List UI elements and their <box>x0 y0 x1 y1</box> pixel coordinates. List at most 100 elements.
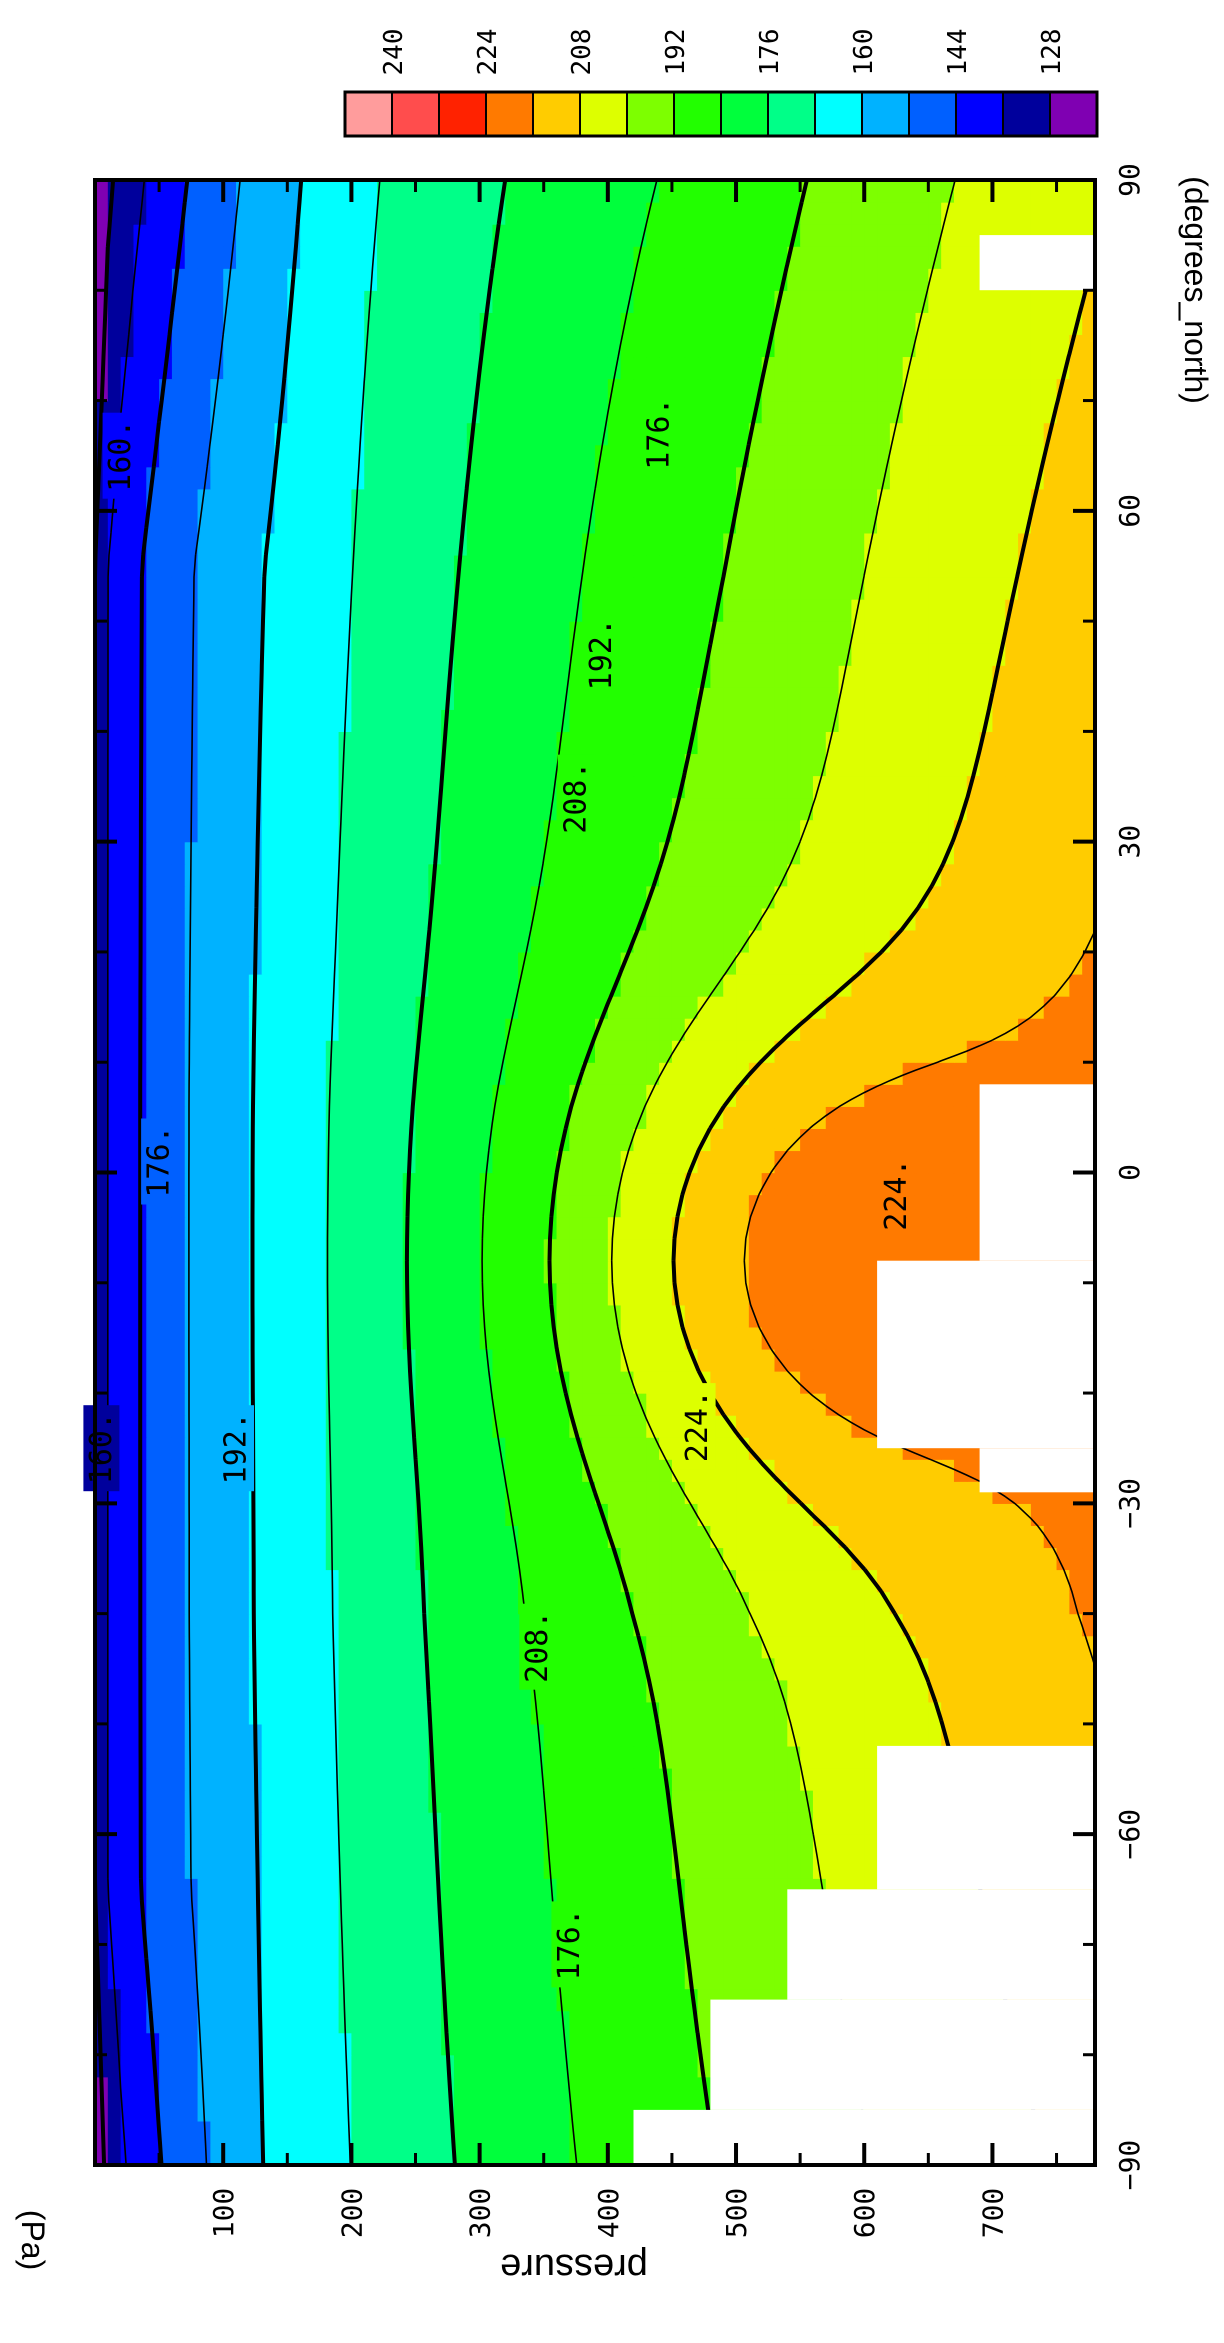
heat-cell <box>915 907 929 931</box>
heat-cell <box>107 753 122 777</box>
heat-cell <box>351 1635 365 1659</box>
heat-cell <box>287 1018 301 1041</box>
heat-cell <box>838 1238 853 1262</box>
heat-cell <box>582 1437 596 1460</box>
heat-cell <box>979 996 994 1019</box>
heat-cell <box>723 1282 737 1306</box>
heat-cell <box>710 1304 724 1328</box>
heat-cell <box>518 1326 532 1350</box>
heat-cell <box>710 1348 724 1372</box>
heat-cell <box>300 1393 314 1416</box>
heat-cell <box>236 1878 250 1901</box>
heat-cell <box>556 2032 570 2056</box>
heat-cell <box>518 1018 532 1041</box>
heat-cell <box>300 1768 314 1791</box>
heat-cell <box>774 1856 788 1879</box>
heat-cell <box>595 1856 609 1879</box>
heat-cell <box>582 1415 596 1438</box>
heat-cell <box>966 1238 981 1262</box>
heat-cell <box>287 1282 301 1306</box>
heat-cell <box>338 863 353 887</box>
heat-cell <box>646 797 660 821</box>
heat-cell <box>428 1988 442 2012</box>
heat-cell <box>300 1878 314 1901</box>
heat-cell <box>197 1371 211 1394</box>
heat-cell <box>351 1238 365 1262</box>
heat-cell <box>1069 1701 1083 1725</box>
heat-cell <box>351 1922 365 1946</box>
heat-cell <box>723 1503 737 1526</box>
heat-cell <box>223 863 237 887</box>
heat-cell <box>453 1723 468 1747</box>
heat-cell <box>210 2120 224 2144</box>
heat-cell <box>274 907 288 931</box>
heat-cell <box>1018 1723 1032 1747</box>
heat-cell <box>325 2076 340 2100</box>
heat-cell <box>312 929 327 953</box>
heat-cell <box>723 1459 737 1482</box>
heat-cell <box>287 819 301 843</box>
heat-cell <box>107 1657 122 1681</box>
heat-cell <box>556 1569 570 1593</box>
heat-cell <box>1069 1723 1083 1747</box>
heat-cell <box>889 819 904 843</box>
heat-cell <box>466 1679 481 1703</box>
heat-cell <box>607 1437 622 1460</box>
heat-cell <box>351 1790 365 1813</box>
heat-cell <box>569 1393 583 1416</box>
heat-cell <box>710 863 724 887</box>
heat-cell <box>389 1745 404 1769</box>
heat-cell <box>992 1040 1006 1063</box>
heat-cell <box>800 1172 814 1196</box>
colorbar-swatch <box>720 91 769 137</box>
heat-cell <box>595 1128 609 1152</box>
heat-cell <box>300 819 314 843</box>
heat-cell <box>877 1503 891 1526</box>
heat-cell <box>287 996 301 1019</box>
heat-cell <box>236 1745 250 1769</box>
heat-cell <box>466 1459 481 1482</box>
heat-cell <box>633 1745 647 1769</box>
heat-cell <box>787 885 801 909</box>
heat-cell <box>300 1128 314 1152</box>
heat-cell <box>543 2032 558 2056</box>
heat-cell <box>774 1657 788 1681</box>
heat-cell <box>107 1062 122 1085</box>
heat-cell <box>428 1503 442 1526</box>
heat-cell <box>505 1503 519 1526</box>
heat-cell <box>389 1106 404 1129</box>
heat-cell <box>466 1613 481 1637</box>
heat-cell <box>415 1856 429 1879</box>
heat-cell <box>723 1547 737 1571</box>
heat-cell <box>800 1216 814 1240</box>
heat-cell <box>466 929 481 953</box>
heat-cell <box>941 1701 955 1725</box>
heat-cell <box>556 1084 570 1107</box>
heat-cell <box>736 1371 750 1394</box>
heat-cell <box>530 2120 545 2144</box>
heat-cell <box>633 797 647 821</box>
heat-cell <box>736 1304 750 1328</box>
heat-cell <box>287 907 301 931</box>
heat-cell <box>748 1503 763 1526</box>
heat-cell <box>287 1106 301 1129</box>
heat-cell <box>338 1635 353 1659</box>
heat-cell <box>1069 1525 1083 1549</box>
heat-cell <box>607 1172 622 1196</box>
heat-cell <box>236 1106 250 1129</box>
heat-cell <box>915 1238 929 1262</box>
heat-cell <box>261 974 276 997</box>
heat-cell <box>312 1723 327 1747</box>
heat-cell <box>633 2054 647 2078</box>
heat-cell <box>210 1635 224 1659</box>
heat-cell <box>979 1547 994 1571</box>
heat-cell <box>325 1304 340 1328</box>
heat-cell <box>377 1922 391 1946</box>
heat-cell <box>928 1481 942 1504</box>
heat-cell <box>312 1679 327 1703</box>
heat-cell <box>338 1591 353 1615</box>
heat-cell <box>389 1790 404 1813</box>
heat-cell <box>184 2098 199 2122</box>
heat-cell <box>838 863 853 887</box>
heat-cell <box>274 2032 288 2056</box>
